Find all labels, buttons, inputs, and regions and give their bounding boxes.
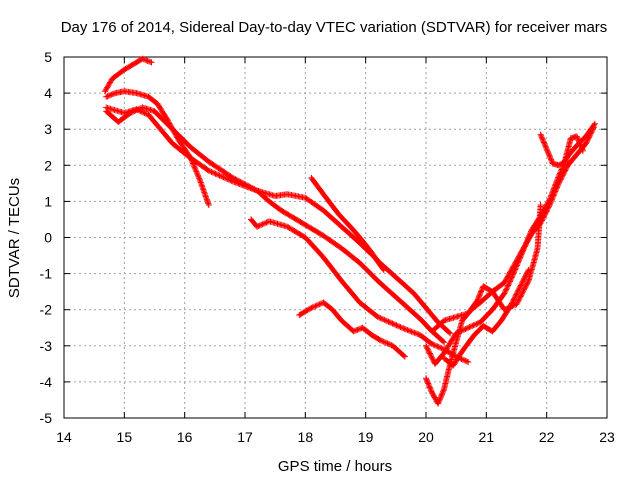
y-tick-label: -4 <box>40 374 53 390</box>
x-axis-title: GPS time / hours <box>278 458 392 475</box>
y-tick-label: 4 <box>44 85 52 101</box>
x-tick-label: 17 <box>237 429 253 445</box>
y-tick-label: -3 <box>40 338 53 354</box>
x-tick-label: 22 <box>539 429 555 445</box>
series-markers <box>248 216 472 365</box>
y-tick-label: 3 <box>44 121 52 137</box>
data-series <box>102 55 598 407</box>
series-track-c <box>103 104 387 273</box>
series-track-k <box>441 267 532 369</box>
y-tick-label: 5 <box>44 49 52 65</box>
y-tick-label: 2 <box>44 157 52 173</box>
y-tick-label: -2 <box>40 302 53 318</box>
y-axis-title: SDTVAR / TECUs <box>6 178 23 298</box>
series-markers <box>296 299 408 360</box>
series-track-g <box>296 299 408 360</box>
series-markers <box>537 131 586 169</box>
series-track-j <box>429 202 544 335</box>
series-markers <box>441 267 532 369</box>
series-track-f <box>308 174 454 337</box>
y-tick-label: 0 <box>44 230 52 246</box>
series-track-d <box>103 104 448 346</box>
x-tick-label: 20 <box>418 429 434 445</box>
series-markers <box>103 104 448 346</box>
chart-title: Day 176 of 2014, Sidereal Day-to-day VTE… <box>61 19 608 36</box>
y-tick-label: -1 <box>40 266 53 282</box>
x-tick-label: 23 <box>599 429 615 445</box>
series-markers <box>429 202 544 335</box>
series-markers <box>308 174 454 337</box>
series-track-l <box>537 131 586 169</box>
x-tick-label: 15 <box>117 429 133 445</box>
x-tick-label: 19 <box>358 429 374 445</box>
x-tick-label: 14 <box>56 429 72 445</box>
series-markers <box>103 104 387 273</box>
series-markers <box>102 55 155 95</box>
x-tick-label: 18 <box>298 429 314 445</box>
series-track-a <box>102 55 155 95</box>
x-tick-label: 21 <box>479 429 495 445</box>
y-tick-label: 1 <box>44 193 52 209</box>
series-track-e <box>248 216 472 365</box>
y-tick-label: -5 <box>40 410 53 426</box>
x-tick-label: 16 <box>177 429 193 445</box>
